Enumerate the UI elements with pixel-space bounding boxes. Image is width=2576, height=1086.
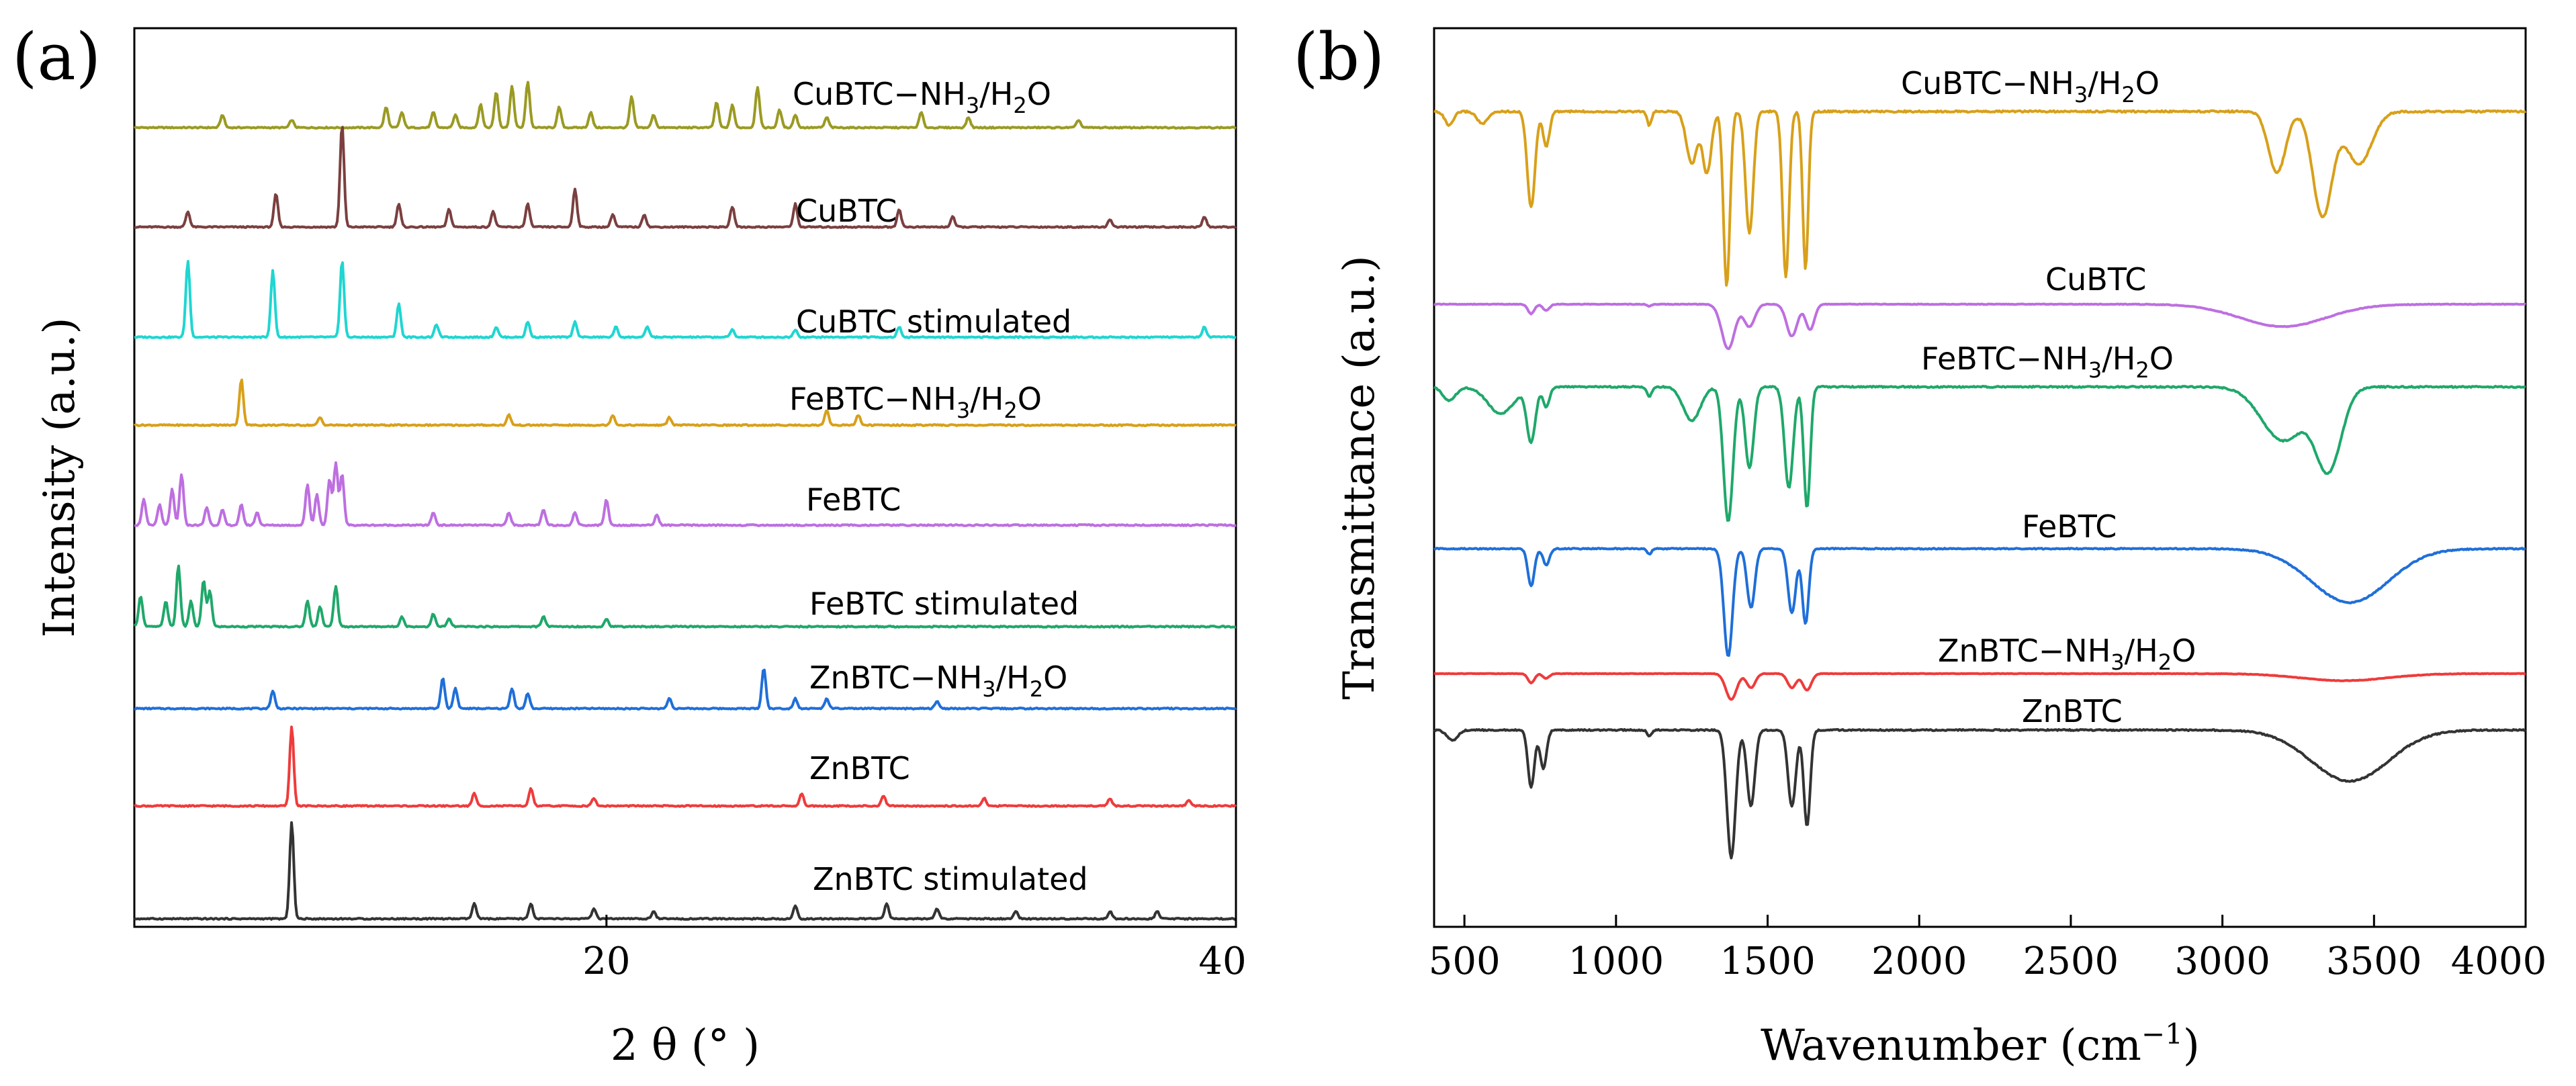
ftir-label-3: FeBTC <box>2022 508 2117 545</box>
panel-a-label: (a) <box>12 19 101 95</box>
xrd-trace-4 <box>134 461 1237 527</box>
ftir-trace-5 <box>1433 728 2526 860</box>
xrd-xtick-label-0: 20 <box>582 940 630 983</box>
xrd-trace-3 <box>134 378 1237 427</box>
xrd-trace-6 <box>134 668 1237 711</box>
panel-b-ylabel: Transmittance (a.u.) <box>1335 255 1384 700</box>
panel-b: (b) CuBTC−NH3/H2O CuBTC FeBTC−NH3/H2O FeBTC… <box>1293 19 2546 1071</box>
xrd-trace-8 <box>133 821 1237 921</box>
ftir-trace-2 <box>1433 385 2526 522</box>
ftir-xtick-label-0: 500 <box>1429 940 1501 983</box>
ftir-label-1: CuBTC <box>2045 261 2146 298</box>
ftir-xtick-label-3: 2000 <box>1871 940 1967 983</box>
xrd-label-0: CuBTC−NH3/H2O <box>793 76 1051 118</box>
xrd-label-2: CuBTC stimulated <box>796 304 1071 340</box>
panel-a-ylabel: Intensity (a.u.) <box>35 318 85 638</box>
xrd-trace-7 <box>133 725 1237 808</box>
xrd-label-6: ZnBTC−NH3/H2O <box>809 660 1067 702</box>
xrd-label-5: FeBTC stimulated <box>809 586 1079 622</box>
ftir-label-2: FeBTC−NH3/H2O <box>1921 341 2174 383</box>
ftir-label-0: CuBTC−NH3/H2O <box>1901 65 2160 107</box>
ftir-label-5: ZnBTC <box>2022 693 2123 729</box>
xrd-trace-1 <box>134 126 1237 229</box>
xrd-label-7: ZnBTC <box>809 750 910 786</box>
panel-b-frame <box>1433 27 2527 928</box>
xrd-trace-5 <box>133 564 1237 629</box>
ftir-trace-1 <box>1433 302 2526 351</box>
panel-b-xlabel: Wavenumber (cm−1) <box>1761 1017 2200 1071</box>
ftir-trace-3 <box>1433 547 2526 657</box>
panel-b-label: (b) <box>1293 19 1384 95</box>
ftir-trace-4 <box>1433 672 2526 701</box>
ftir-xtick-label-4: 2500 <box>2023 940 2119 983</box>
xrd-trace-2 <box>134 260 1237 339</box>
panel-a-frame <box>133 27 1237 928</box>
xrd-trace-0 <box>134 81 1237 130</box>
xrd-label-8: ZnBTC stimulated <box>813 861 1088 897</box>
xrd-label-4: FeBTC <box>806 482 901 518</box>
ftir-label-4: ZnBTC−NH3/H2O <box>1938 633 2196 675</box>
xrd-xtick-label-1: 40 <box>1198 940 1246 983</box>
panel-a: (a) CuBTC−NH3/H2O CuBTC CuBTC stimulated Fe… <box>12 19 1247 1071</box>
xrd-label-3: FeBTC−NH3/H2O <box>789 381 1042 423</box>
ftir-xtick-label-7: 4000 <box>2451 940 2547 983</box>
ftir-trace-0 <box>1433 109 2527 287</box>
panel-a-xlabel: 2 θ (° ) <box>611 1021 760 1071</box>
ftir-xtick-label-5: 3000 <box>2174 940 2270 983</box>
ftir-xtick-label-1: 1000 <box>1568 940 1664 983</box>
ftir-xtick-label-2: 1500 <box>1720 940 1816 983</box>
xrd-label-1: CuBTC <box>796 193 897 229</box>
ftir-xtick-label-6: 3500 <box>2326 940 2422 983</box>
